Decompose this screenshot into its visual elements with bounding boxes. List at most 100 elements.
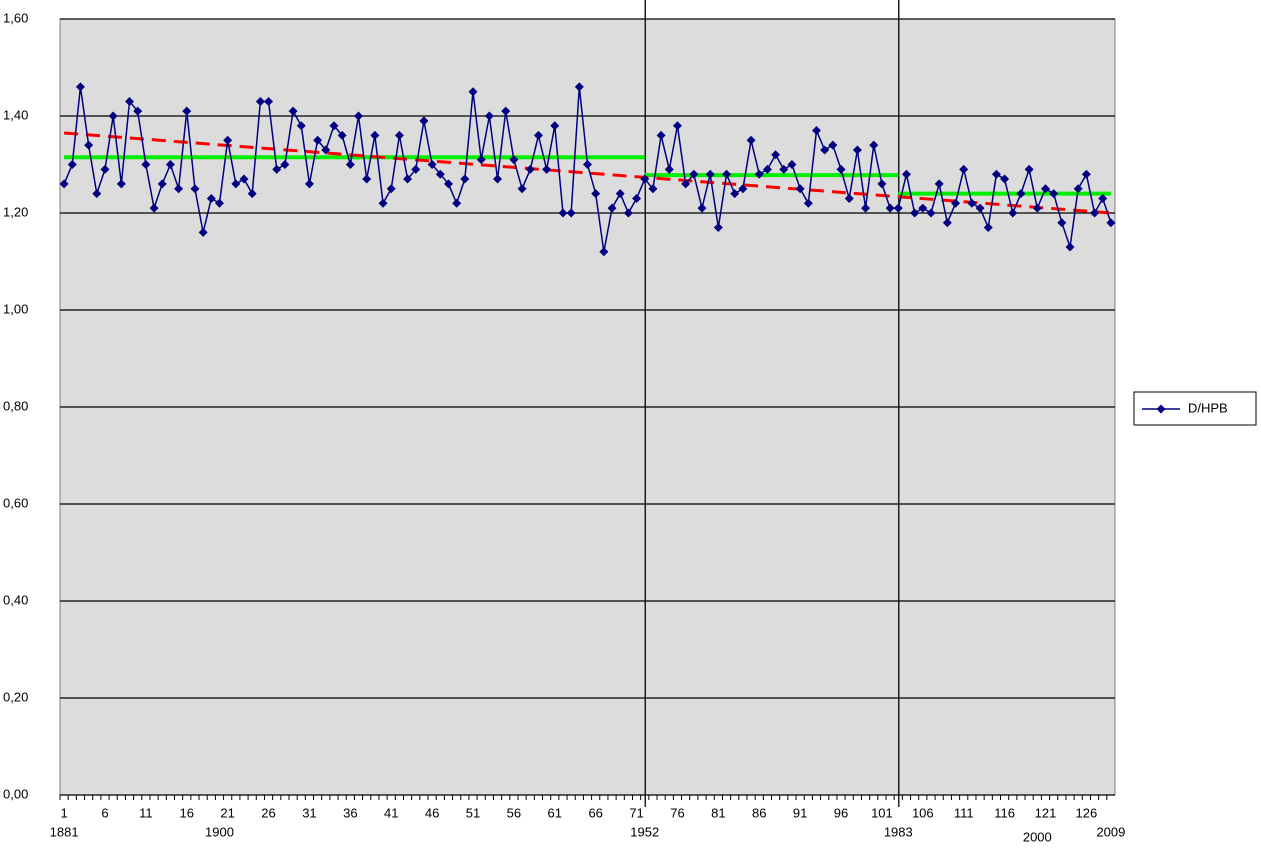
x-tick-label: 26 [261,805,275,820]
marker [951,198,961,208]
marker [583,160,592,169]
marker [836,164,846,174]
marker [697,203,707,213]
marker [844,193,854,203]
marker [223,135,233,145]
marker [771,150,781,160]
x-tick-label: 21 [220,805,234,820]
x-tick-label: 6 [101,805,108,820]
marker [893,203,903,213]
marker [648,184,658,194]
x-tick-label: 126 [1076,805,1098,820]
marker [493,174,503,184]
y-tick-label: 0,20 [3,689,28,704]
legend-label: D/HPB [1188,400,1228,415]
year-label: 1952 [630,824,659,839]
y-tick-label: 0,00 [3,786,28,801]
marker [738,184,748,194]
year-label: 1900 [205,824,234,839]
marker [239,174,249,184]
marker [108,111,118,121]
marker [304,179,314,189]
x-tick-label: 101 [871,805,893,820]
marker [165,160,175,169]
marker [713,223,723,233]
marker [321,145,331,155]
marker [354,111,364,121]
marker [288,106,298,116]
marker [125,96,135,106]
marker [991,169,1001,179]
marker [509,155,519,165]
marker [1049,189,1059,199]
marker [910,208,920,218]
y-tick-label: 0,40 [3,592,28,607]
marker [345,160,355,169]
y-tick-label: 0,60 [3,495,28,510]
marker [411,164,421,174]
marker [640,174,650,184]
x-tick-label: 96 [834,805,848,820]
marker [959,164,969,174]
marker [296,121,306,131]
x-tick-label: 1 [60,805,67,820]
marker [1081,169,1091,179]
marker [599,247,609,257]
marker [656,130,666,140]
marker [337,130,347,140]
x-tick-label: 111 [954,805,974,820]
marker [460,174,470,184]
marker [1008,208,1018,218]
marker [280,160,290,169]
marker [1000,174,1010,184]
y-tick-label: 1,40 [3,107,28,122]
marker [722,169,732,179]
marker [607,203,617,213]
marker [149,203,159,213]
marker [1032,203,1042,213]
marker [591,189,601,199]
x-tick-label: 116 [994,805,1015,820]
marker [550,121,560,131]
marker [1106,218,1116,228]
marker [681,179,691,189]
marker [484,111,494,121]
marker [206,193,216,203]
x-tick-label: 81 [711,805,725,820]
marker [803,198,813,208]
x-tick-label: 121 [1035,805,1057,820]
x-tick-label: 36 [343,805,357,820]
x-tick-label: 91 [793,805,807,820]
marker [419,116,429,126]
marker [632,193,642,203]
marker [1065,242,1075,252]
year-label: 2000 [1023,829,1052,844]
marker [811,126,821,136]
marker [133,106,143,116]
marker [370,130,380,140]
marker [157,179,167,189]
marker [1073,184,1083,194]
marker [975,203,985,213]
marker [435,169,445,179]
marker [566,208,576,218]
x-tick-label: 16 [180,805,194,820]
marker [942,218,952,228]
marker [59,179,69,189]
marker [264,96,274,106]
marker [533,130,543,140]
marker [403,174,413,184]
x-tick-label: 71 [629,805,643,820]
marker [1040,184,1050,194]
marker [754,169,764,179]
marker [255,96,265,106]
marker [1024,164,1034,174]
marker [247,189,257,199]
marker [214,198,224,208]
marker [918,203,928,213]
marker [476,155,486,165]
marker [75,82,85,92]
marker [362,174,372,184]
x-tick-label: 11 [139,805,153,820]
